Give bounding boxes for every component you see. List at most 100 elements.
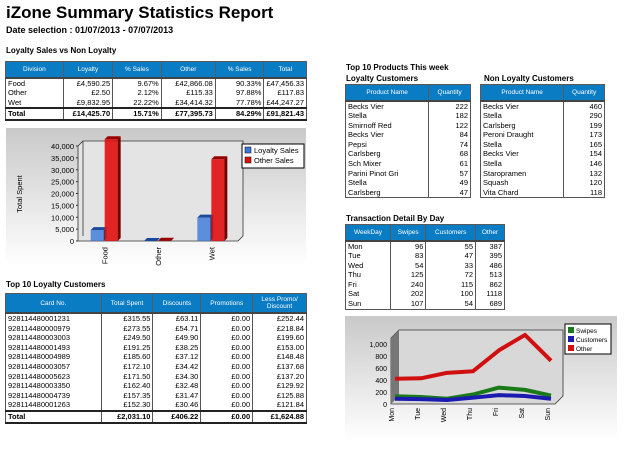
- column-header[interactable]: Total: [263, 61, 307, 79]
- table-row: Tue 83 47 395: [344, 251, 505, 261]
- table-row: Stella 290: [479, 111, 605, 121]
- table-cell: £49.90: [152, 333, 202, 343]
- table-row: Wed 54 33 486: [344, 260, 505, 271]
- table-cell: £157.35: [100, 390, 154, 401]
- table-cell: £153.00: [252, 342, 307, 353]
- table-cell: £218.84: [252, 323, 307, 334]
- x-tick-label: Other: [154, 247, 163, 266]
- table-row: Smirnoff Red 122: [344, 120, 471, 131]
- header-row: Card No. Total Spent Discounts Promotions Le…: [5, 293, 307, 314]
- table-row: Peroni Draught 173: [479, 130, 605, 140]
- total-cell: £406.22: [152, 409, 202, 424]
- column-header[interactable]: Division: [5, 61, 64, 79]
- table-cell: Peroni Draught: [479, 130, 565, 140]
- column-header[interactable]: % Sales: [112, 61, 162, 79]
- table-cell: 72: [425, 270, 477, 280]
- column-header[interactable]: Product Name: [344, 84, 430, 102]
- column-header[interactable]: Quantity: [563, 84, 605, 102]
- column-header[interactable]: Other: [475, 224, 505, 242]
- table-cell: £34,414.32: [160, 97, 216, 109]
- column-header[interactable]: WeekDay: [344, 224, 392, 242]
- table-cell: Smirnoff Red: [344, 120, 430, 131]
- table-cell: 928114480003350: [5, 381, 102, 391]
- table-cell: £30.46: [152, 400, 202, 411]
- table-cell: 118: [563, 187, 605, 198]
- table-cell: £249.50: [100, 333, 154, 343]
- legend-swatch: [568, 327, 574, 333]
- column-header[interactable]: Discounts: [152, 293, 202, 314]
- table-cell: 47: [425, 251, 477, 261]
- column-header[interactable]: Loyalty: [62, 61, 114, 79]
- table-row: Sat 202 100 1118: [344, 289, 505, 300]
- column-header[interactable]: Total Spent: [100, 293, 154, 314]
- table-row: 928114480001231 £315.55 £63.11 £0.00 £252.44: [5, 313, 307, 324]
- table-cell: Squash: [479, 178, 565, 188]
- table-cell: 928114480001263: [5, 400, 102, 411]
- column-header[interactable]: Card No.: [5, 293, 102, 314]
- table-cell: 928114480003057: [5, 361, 102, 372]
- table-cell: 862: [475, 279, 505, 290]
- table-cell: £185.60: [100, 352, 154, 362]
- column-header[interactable]: Promotions: [200, 293, 254, 314]
- table-cell: £31.47: [152, 390, 202, 401]
- bar-top: [90, 227, 107, 231]
- transactions-heading: Transaction Detail By Day: [346, 214, 445, 223]
- loyalty-sales-table: Division Loyalty% Sales Other% Sales Total F…: [5, 61, 307, 122]
- table-cell: 122: [428, 120, 471, 131]
- table-cell: £252.44: [252, 313, 307, 324]
- table-cell: £0.00: [200, 333, 254, 343]
- table-row: Food £4,590.25 9.67% £42,866.08 90.33% £47,45…: [5, 77, 307, 89]
- column-header[interactable]: % Sales: [214, 61, 265, 79]
- y-tick-label: 1,000: [369, 342, 387, 349]
- legend: [241, 143, 305, 169]
- column-header[interactable]: Swipes: [390, 224, 427, 242]
- y-axis-label: Total Spent: [15, 174, 24, 212]
- table-cell: £0.00: [200, 400, 254, 411]
- table-row: 928114480001493 £191.25 £38.25 £0.00 £153.00: [5, 342, 307, 353]
- table-row: 928114480004739 £157.35 £31.47 £0.00 £125.88: [5, 390, 307, 401]
- bar-top: [144, 237, 160, 241]
- table-cell: £171.50: [100, 371, 154, 382]
- total-cell: Total: [5, 409, 102, 424]
- bar: [211, 159, 225, 241]
- loyalty-customers-table: Card No. Total Spent Discounts Promotions Le…: [5, 293, 307, 424]
- series-line: [394, 393, 552, 403]
- legend-label: Loyalty Sales: [254, 146, 299, 155]
- header-row: Product Name Quantity: [344, 84, 471, 102]
- table-cell: 61: [428, 159, 471, 169]
- bar-top: [197, 214, 214, 218]
- column-header[interactable]: Less Promo/ Discount: [252, 293, 307, 314]
- table-cell: Becks Vier: [344, 130, 430, 140]
- y-tick-label: 200: [375, 390, 387, 397]
- table-cell: Stella: [479, 139, 565, 150]
- table-cell: 928114480001493: [5, 342, 102, 353]
- legend-label: Other: [576, 346, 593, 353]
- column-header[interactable]: Quantity: [428, 84, 471, 102]
- table-row: Mon 96 55 387: [344, 240, 505, 252]
- total-cell: £1,624.88: [252, 409, 307, 424]
- table-cell: Staropramen: [479, 168, 565, 179]
- column-header[interactable]: Product Name: [479, 84, 565, 102]
- table-cell: 47: [428, 187, 471, 198]
- table-cell: £54.71: [152, 323, 202, 334]
- table-cell: Parini Pinot Gri: [344, 168, 430, 179]
- table-cell: 55: [425, 240, 477, 252]
- x-tick-label: Fri: [493, 408, 500, 417]
- column-header[interactable]: Customers: [425, 224, 477, 242]
- table-row: Sun 107 54 689: [344, 299, 505, 310]
- table-cell: £125.88: [252, 390, 307, 401]
- loyalty-products-table: Product Name Quantity Becks Vier 222 Stella 1…: [344, 84, 471, 199]
- column-header[interactable]: Other: [160, 61, 216, 79]
- table-cell: Thu: [344, 270, 392, 280]
- table-cell: 513: [475, 270, 505, 280]
- table-cell: 928114480000979: [5, 323, 102, 334]
- table-cell: 460: [563, 100, 605, 112]
- table-cell: £0.00: [200, 390, 254, 401]
- y-tick-label: 400: [375, 378, 387, 385]
- total-cell: Total: [5, 107, 64, 122]
- table-cell: 54: [390, 260, 427, 271]
- table-cell: 387: [475, 240, 505, 252]
- table-cell: £315.55: [100, 313, 154, 324]
- table-cell: 928114480005623: [5, 371, 102, 382]
- table-row: Parini Pinot Gri 57: [344, 168, 471, 179]
